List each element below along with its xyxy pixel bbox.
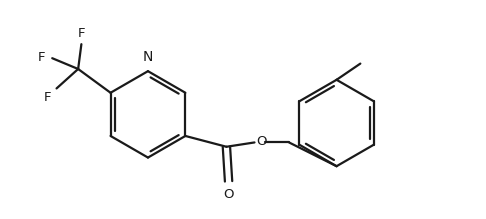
Text: O: O xyxy=(224,188,234,201)
Text: F: F xyxy=(38,51,46,64)
Text: O: O xyxy=(256,135,267,148)
Text: F: F xyxy=(78,27,85,40)
Text: N: N xyxy=(143,50,153,64)
Text: F: F xyxy=(44,91,51,104)
